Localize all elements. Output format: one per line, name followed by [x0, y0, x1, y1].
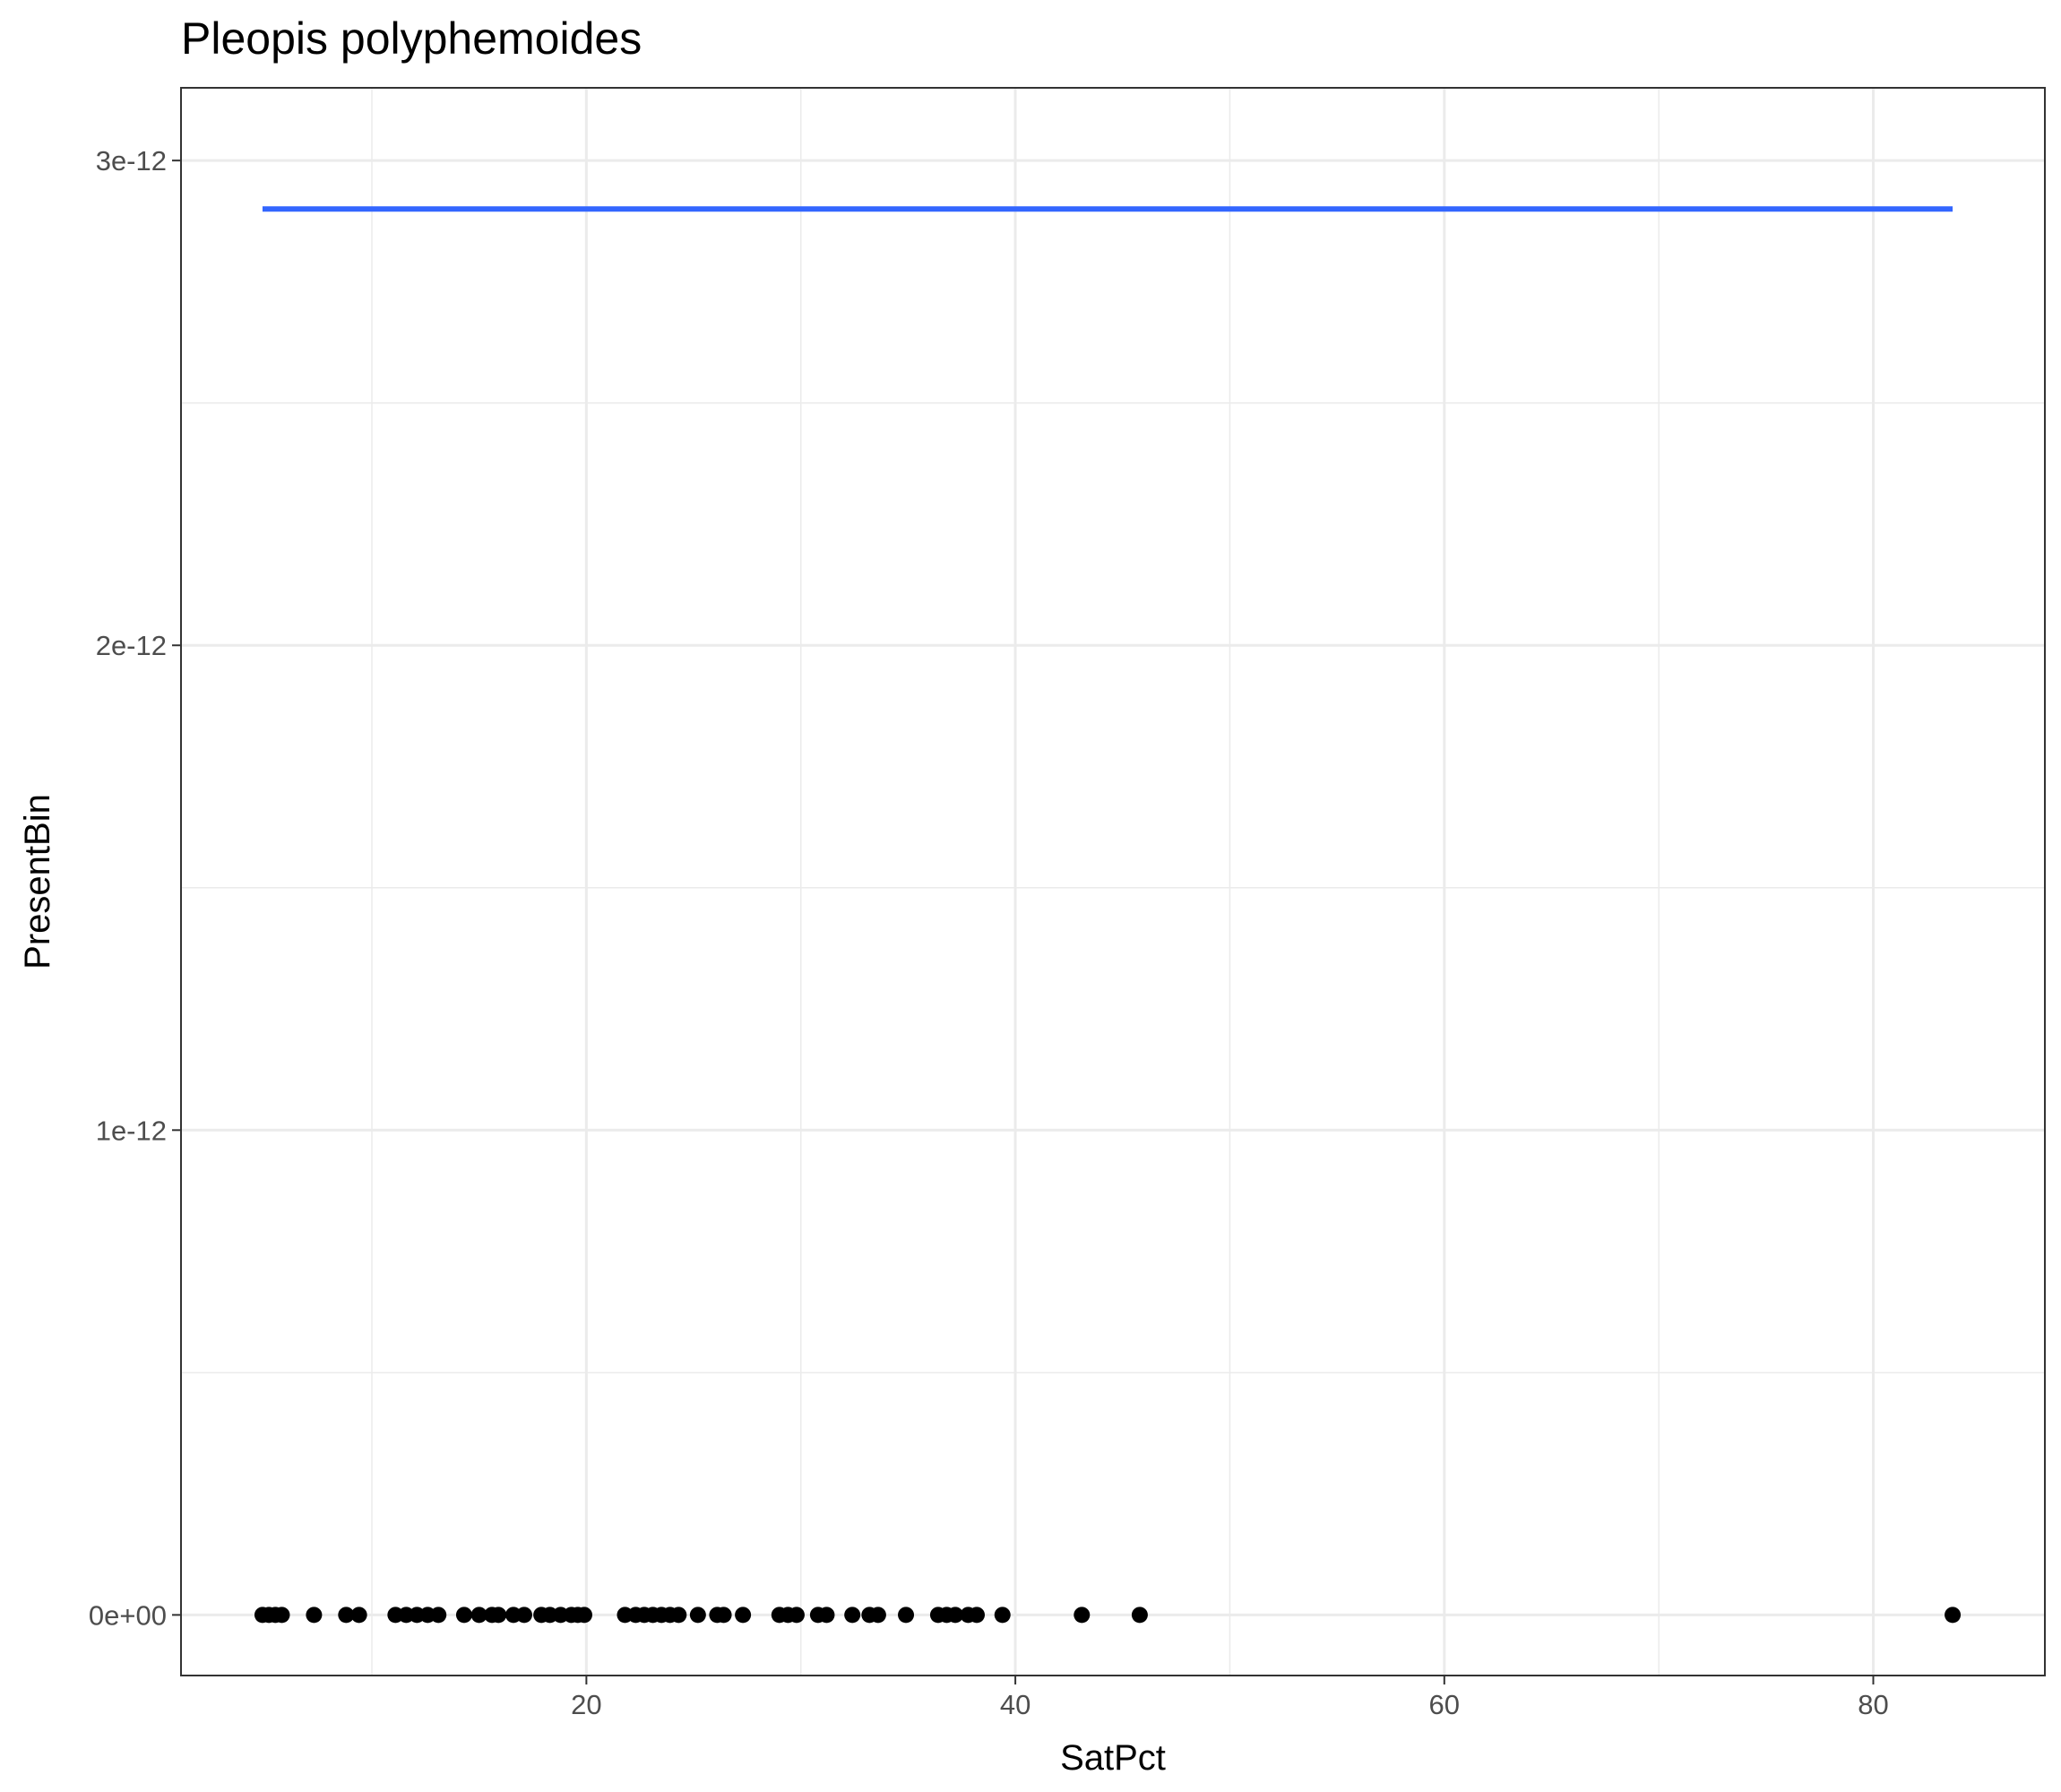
chart-title: Pleopis polyphemoides	[181, 13, 642, 64]
data-point	[969, 1607, 986, 1624]
data-point	[689, 1607, 706, 1624]
data-point	[844, 1607, 861, 1624]
data-point	[715, 1607, 732, 1624]
data-point	[515, 1607, 532, 1624]
x-tick-label: 40	[1000, 1689, 1030, 1720]
x-tick-label: 60	[1429, 1689, 1460, 1720]
y-tick-label: 2e-12	[96, 630, 167, 661]
data-point	[350, 1607, 367, 1624]
data-point	[818, 1607, 835, 1624]
data-point	[490, 1607, 507, 1624]
data-point	[947, 1607, 964, 1624]
y-tick-label: 0e+00	[89, 1599, 167, 1631]
data-point	[430, 1607, 447, 1624]
panel-border	[180, 87, 2046, 1676]
data-point	[670, 1607, 687, 1624]
data-point	[1945, 1607, 1962, 1624]
x-axis-title: SatPct	[1060, 1738, 1166, 1778]
data-point	[470, 1607, 487, 1624]
data-point	[994, 1607, 1011, 1624]
data-point	[1131, 1607, 1148, 1624]
data-point	[788, 1607, 805, 1624]
y-tick-label: 3e-12	[96, 145, 167, 177]
data-point	[869, 1607, 886, 1624]
data-point	[338, 1607, 355, 1624]
data-point	[455, 1607, 472, 1624]
data-point	[273, 1607, 290, 1624]
data-point	[1074, 1607, 1091, 1624]
data-point	[306, 1607, 323, 1624]
x-tick-label: 80	[1858, 1689, 1888, 1720]
plot-area: 20 40 60 80 0e+00 1e-12 2e-12 3e-12	[89, 87, 2046, 1720]
data-point	[575, 1607, 592, 1624]
y-tick-label: 1e-12	[96, 1115, 167, 1146]
y-axis-title: PresentBin	[18, 794, 57, 969]
data-point	[898, 1607, 915, 1624]
data-point	[735, 1607, 752, 1624]
x-tick-label: 20	[571, 1689, 601, 1720]
